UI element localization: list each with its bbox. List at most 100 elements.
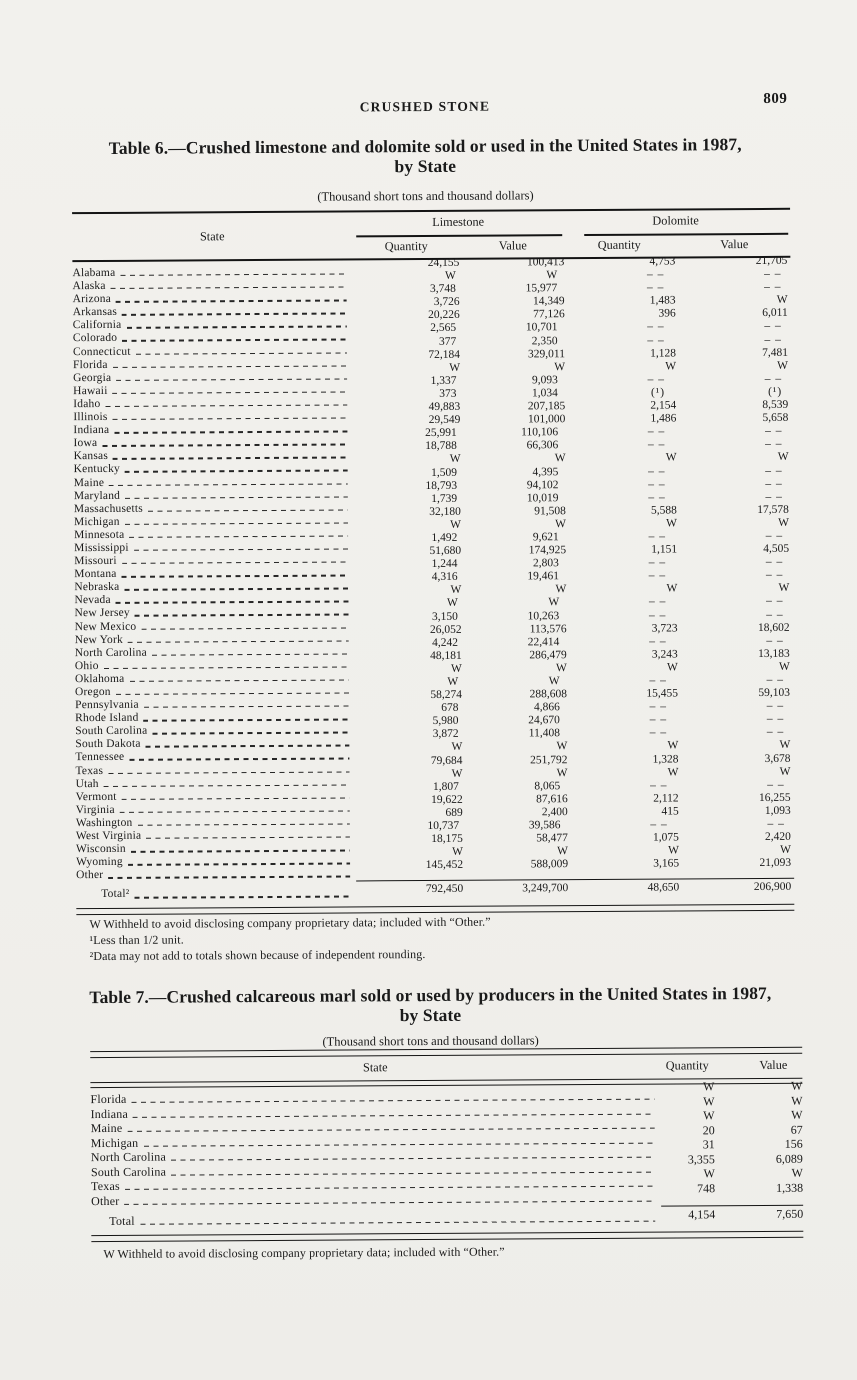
value-cell: W [555, 518, 567, 531]
dash-leader [125, 496, 348, 499]
dash-leader [115, 600, 349, 604]
row-state-cell: Rhode Island [75, 711, 355, 725]
value-cell: W [666, 517, 678, 530]
value-cell: 87,616 [536, 792, 568, 806]
value-cell: 48,650 [647, 881, 680, 895]
value-cell: 4,505 [763, 542, 790, 556]
row-state-cell: Massachusetts [74, 501, 354, 515]
value-cell: – – [646, 281, 665, 294]
value-cell: 373 [439, 387, 457, 400]
dash-leader [137, 823, 350, 827]
table6-title-line2: by State [394, 155, 457, 177]
value-cell: (¹) [768, 385, 783, 398]
table6-end-rule [76, 904, 795, 916]
state-label: South Carolina [90, 1164, 167, 1179]
dash-leader [119, 810, 350, 814]
dash-leader [135, 352, 347, 355]
value-cell: 415 [661, 805, 679, 818]
dash-leader [129, 535, 349, 539]
value-cell: 1,128 [650, 347, 676, 360]
value-cell: 16,255 [759, 791, 791, 804]
state-label: New Jersey [74, 607, 130, 620]
row-state-cell: Arizona [73, 292, 353, 306]
value-cell: – – [647, 334, 665, 347]
value-cell: 1,151 [651, 543, 678, 556]
value-cell: 3,723 [651, 622, 678, 635]
value-cell: 20,226 [428, 309, 460, 322]
state-label: Tennessee [75, 751, 125, 764]
value-cell: 3,678 [764, 752, 791, 765]
dash-leader [132, 1113, 655, 1118]
value-cell: 251,792 [530, 753, 568, 766]
value-cell: 1,486 [650, 412, 677, 425]
table7-body: Florida W W Indiana W W Maine W W Michigan 20 67 Nor… [90, 1079, 803, 1209]
value-cell: – – [647, 438, 666, 451]
value-cell: 1,075 [652, 831, 679, 844]
value-cell: W [778, 660, 790, 673]
value-cell: 31 [702, 1137, 715, 1152]
dash-leader [141, 627, 349, 630]
value-cell: 24,670 [528, 714, 560, 727]
value-cell: 4,242 [432, 636, 459, 649]
value-cell: 2,112 [653, 792, 679, 805]
dash-leader [112, 391, 348, 395]
table7-title-line1: Table 7.—Crushed calcareous marl sold or… [89, 982, 772, 1008]
value-cell: 48,181 [430, 649, 462, 662]
value-cell: – – [766, 713, 785, 726]
value-cell: – – [766, 595, 784, 608]
value-cell: 21,705 [755, 254, 788, 267]
value-cell: – – [765, 529, 784, 542]
dash-leader [139, 1220, 656, 1226]
value-cell: 6,011 [762, 307, 788, 320]
dash-leader [146, 836, 350, 840]
value-cell: – – [765, 438, 783, 451]
dash-leader [124, 1200, 656, 1205]
value-cell: 145,452 [425, 859, 464, 872]
total-row: Total 4,154 7,650 [91, 1207, 803, 1231]
state-label: Ohio [74, 659, 99, 672]
value-cell: 2,350 [531, 334, 558, 347]
table7-total-container: Total 4,154 7,650 [91, 1207, 803, 1231]
value-cell: – – [765, 477, 783, 490]
row-state-cell: Iowa [73, 436, 353, 450]
value-cell: 286,479 [529, 648, 567, 662]
state-label: Oregon [74, 685, 111, 699]
dash-leader [143, 705, 350, 709]
state-label: Vermont [75, 790, 117, 803]
row-state-cell: Total² [76, 887, 356, 901]
value-cell: – – [649, 726, 668, 740]
row-state-cell: Virginia [76, 802, 356, 816]
dash-leader [108, 771, 350, 774]
row-state-cell: Wisconsin [76, 842, 356, 856]
row-state-cell: Illinois [73, 409, 353, 423]
value-cell: – – [648, 530, 666, 543]
state-label: Arkansas [72, 306, 118, 319]
value-cell: 3,249,700 [522, 882, 569, 895]
row-state-cell: Wyoming [76, 855, 356, 869]
table7-end-rule [91, 1230, 804, 1242]
state-label: Kansas [73, 450, 109, 463]
value-cell: W [779, 739, 791, 752]
row-state-cell: South Carolina [75, 724, 355, 738]
value-cell: 1,328 [652, 753, 679, 766]
dash-leader [108, 875, 351, 879]
value-cell: – – [765, 569, 784, 582]
state-label: Alaska [72, 280, 106, 293]
dash-leader [116, 378, 348, 382]
dash-leader [115, 692, 350, 696]
value-cell: 1,337 [430, 374, 457, 387]
value-cell: 67 [790, 1122, 803, 1137]
table7: State Quantity Value Florida W W Indiana W W M… [90, 1046, 804, 1242]
value-cell: W [444, 269, 456, 282]
row-state-cell: West Virginia [76, 828, 356, 842]
value-cell: W [556, 740, 568, 753]
value-cell: 5,588 [650, 504, 677, 517]
row-state-cell: Montana [74, 567, 354, 581]
table6-footnotes: W Withheld to avoid disclosing company p… [89, 915, 491, 965]
value-cell: – – [766, 634, 784, 647]
dash-leader [145, 744, 350, 748]
state-label: Indiana [73, 424, 110, 437]
value-cell: W [791, 1093, 803, 1108]
